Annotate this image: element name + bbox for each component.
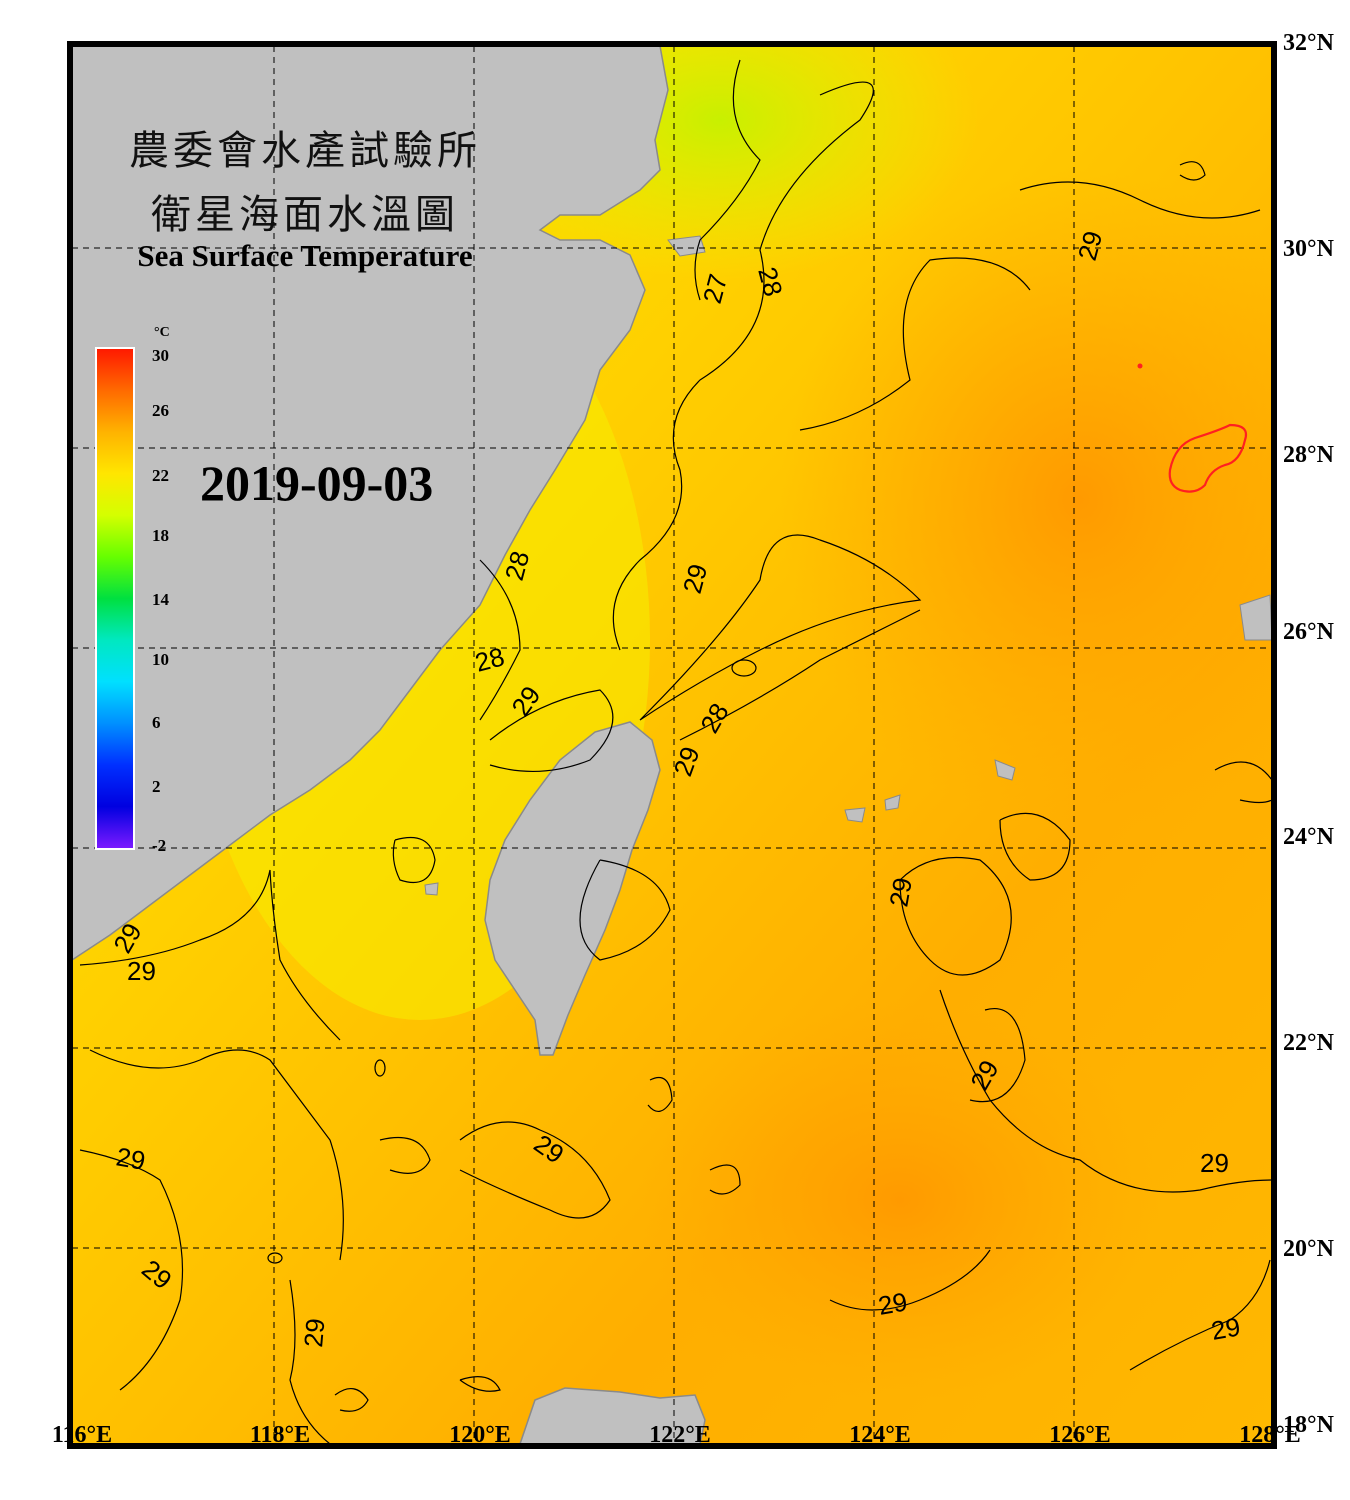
isotherms (79, 59, 1272, 1444)
contour-label: 29 (1200, 1148, 1229, 1178)
isotherm-29 (267, 1252, 283, 1264)
title-chinese-institute: 農委會水產試驗所 (129, 128, 481, 174)
isotherm-29 (1214, 761, 1272, 804)
warm-water-south (640, 1000, 1160, 1400)
isotherm-29 (899, 856, 1012, 976)
isotherm-29 (79, 1149, 184, 1391)
isotherm-29 (374, 1059, 386, 1077)
isotherm-29 (829, 1249, 991, 1311)
isotherm-28 (612, 81, 874, 651)
longitude-label: 116°E (51, 1422, 113, 1448)
isotherm-29 (459, 1121, 611, 1219)
colorbar (95, 347, 135, 850)
ryukyu-island (884, 794, 901, 811)
colorbar-tick: 30 (152, 346, 169, 365)
graticule (72, 46, 1272, 1444)
longitude-label: 122°E (649, 1422, 711, 1448)
latitude-label: 24°N (1283, 824, 1334, 850)
colorbar-tick: 14 (152, 590, 169, 609)
isotherm-29 (79, 869, 341, 1041)
longitude-label: 120°E (449, 1422, 511, 1448)
contour-label: 29 (876, 1286, 910, 1321)
isotherm-29 (1179, 161, 1206, 181)
latitude-label: 20°N (1283, 1236, 1334, 1262)
map-frame (67, 41, 1277, 1449)
hot-spot (1137, 363, 1143, 369)
isotherm-29 (489, 689, 614, 773)
colorbar-tick: 10 (152, 650, 169, 669)
isotherm-29 (709, 1164, 741, 1195)
isotherm-29 (799, 181, 1261, 431)
latitude-label: 22°N (1283, 1030, 1334, 1056)
contour-label: 29 (298, 1317, 330, 1348)
isotherm-29 (647, 1076, 673, 1112)
latitude-label: 18°N (1283, 1412, 1334, 1438)
date-label: 2019-09-03 (200, 455, 434, 511)
isotherm-29 (334, 1388, 369, 1412)
isotherm-29 (679, 609, 921, 741)
colorbar-tick: 22 (152, 466, 169, 485)
colorbar-unit: °C (154, 325, 170, 340)
penghu-island (424, 882, 439, 896)
latitude-label: 30°N (1283, 236, 1334, 262)
ryukyu-island (1239, 594, 1272, 641)
china-mainland (72, 46, 669, 961)
isotherm-29 (289, 1279, 331, 1444)
isotherm-29 (89, 1049, 344, 1261)
ryukyu-island (994, 759, 1016, 781)
taiwan-island (484, 721, 661, 1056)
title-english: Sea Surface Temperature (137, 238, 473, 273)
isotherm-28 (479, 559, 521, 721)
isotherm-28 (731, 659, 757, 677)
contour-label: 29 (127, 956, 156, 986)
colorbar-tick: -2 (152, 836, 167, 855)
latitude-label: 28°N (1283, 442, 1334, 468)
isotherm-29 (939, 989, 1272, 1193)
isotherm-30-hot (1168, 423, 1248, 493)
title-chinese-map: 衛星海面水溫圖 (151, 192, 459, 238)
isotherm-29 (1129, 1259, 1271, 1371)
isotherm-29 (459, 1376, 501, 1392)
colorbar-tick: 6 (152, 713, 161, 732)
longitude-label: 118°E (249, 1422, 311, 1448)
latitude-label: 26°N (1283, 619, 1334, 645)
longitude-label: 126°E (1049, 1422, 1111, 1448)
longitude-label: 128°E (1239, 1422, 1301, 1448)
colorbar-tick: 26 (152, 401, 169, 420)
contour-label: 29 (1209, 1311, 1243, 1346)
contour-label: 29 (883, 875, 918, 909)
ryukyu-island (844, 807, 866, 823)
isotherm-29 (392, 836, 436, 884)
luzon-island (519, 1387, 706, 1444)
isotherm-29 (999, 812, 1071, 881)
isotherm-29 (969, 1008, 1026, 1103)
isotherm-29 (579, 859, 671, 961)
colorbar-tick: 2 (152, 777, 161, 796)
latitude-label: 32°N (1283, 30, 1334, 56)
colorbar-tick: 18 (152, 526, 169, 545)
contour-label: 29 (114, 1141, 148, 1176)
isotherm-29 (379, 1136, 431, 1174)
isotherm-28 (639, 534, 922, 721)
longitude-label: 124°E (849, 1422, 911, 1448)
isotherm-27 (694, 59, 761, 301)
zhoushan-island (667, 235, 706, 257)
